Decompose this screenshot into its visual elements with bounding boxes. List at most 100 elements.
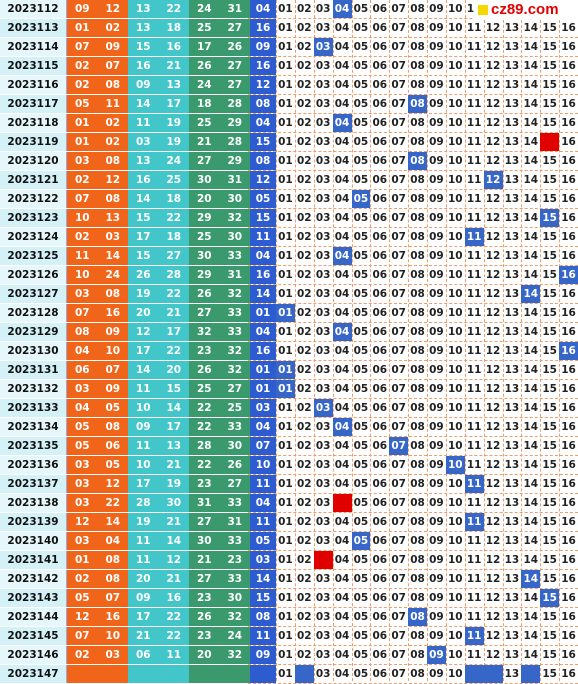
trend-cell: 16 [561, 193, 576, 205]
trend-cell: 01 [278, 3, 293, 15]
period-cell: 2023135 [0, 437, 67, 455]
table-row: 2023123 10 13 15 22 29 32 15 01 02 03 04 05 06 07 08 09 1… [0, 209, 578, 228]
trend-cell: 02 [297, 611, 312, 623]
trend-cell: 09 [429, 117, 444, 129]
trend-cell: 11 [464, 475, 484, 493]
table-row: 2023113 01 02 13 18 25 27 16 01 02 03 04 05 06 07 08 09 1… [0, 19, 578, 38]
trend-cell: 14 [523, 22, 539, 34]
blue-ball-cell: 09 [250, 38, 276, 56]
trend-cell: 14 [523, 497, 539, 509]
red-ball-cell: 28 [158, 266, 189, 284]
trend-cell: 05 [353, 79, 369, 91]
trend-cell: 11 [466, 60, 482, 72]
trend-cell: 15 [542, 269, 557, 281]
trend-cell: 08 [410, 41, 425, 53]
trend-cell: 16 [561, 79, 576, 91]
red-ball-cell: 30 [219, 190, 250, 208]
red-ball-cell: 21 [158, 57, 189, 75]
grid-line-h [248, 607, 578, 608]
red-ball-cell: 12 [97, 0, 128, 18]
red-ball-cell: 03 [67, 532, 98, 550]
trend-cell: 06 [372, 155, 388, 167]
trend-cell: 10 [448, 516, 463, 528]
red-ball-cell: 30 [219, 437, 250, 455]
grid-line-h [248, 189, 578, 190]
trend-cell: 09 [429, 478, 444, 490]
trend-cell: 03 [315, 630, 331, 642]
table-row: 2023140 03 04 11 14 30 33 05 01 02 03 04 05 06 07 08 09 1… [0, 532, 578, 551]
red-ball-cell: 33 [219, 304, 250, 322]
trend-cell: 01 [278, 155, 293, 167]
table-row: 2023144 12 16 17 22 26 32 08 01 02 03 04 05 06 07 08 09 1… [0, 608, 578, 627]
trend-cell: 12 [485, 402, 501, 414]
trend-cell: 09 [429, 364, 444, 376]
trend-cell: 13 [504, 459, 520, 471]
red-ball-cell: 02 [67, 57, 98, 75]
table-row: 2023122 07 08 14 18 20 30 05 01 02 03 04 05 06 07 08 09 1… [0, 190, 578, 209]
red-ball-cell: 09 [97, 380, 128, 398]
trend-cell: 05 [353, 326, 369, 338]
trend-cell: 02 [297, 535, 312, 547]
trend-cell: 08 [410, 326, 425, 338]
trend-cell: 15 [542, 250, 557, 262]
trend-cell: 05 [353, 649, 369, 661]
blue-ball-cell: 11 [250, 475, 276, 493]
trend-cell: 05 [353, 345, 369, 357]
grid-line-h [248, 493, 578, 494]
trend-cell: 11 [466, 649, 482, 661]
blue-ball-cell: 04 [250, 114, 276, 132]
trend-cell: 08 [410, 459, 425, 471]
trend-cell: 08 [410, 174, 425, 186]
trend-cell: 07 [391, 364, 406, 376]
trend-cell: 12 [485, 630, 501, 642]
trend-cell: 15 [542, 98, 557, 110]
blue-ball-cell: 08 [250, 95, 276, 113]
red-ball-cell: 27 [219, 19, 250, 37]
red-ball-cell: 13 [128, 19, 159, 37]
trend-cell: 12 [485, 60, 501, 72]
trend-cell: 16 [559, 266, 578, 284]
trend-cell: 11 [466, 117, 482, 129]
trend-cell: 07 [391, 250, 406, 262]
trend-cell: 13 [504, 269, 520, 281]
trend-cell: 02 [297, 269, 312, 281]
grid-line-h [248, 37, 578, 38]
trend-cell: 13 [504, 41, 520, 53]
trend-cell: 06 [372, 231, 388, 243]
trend-cell: 06 [372, 459, 388, 471]
red-ball-cell: 26 [189, 361, 220, 379]
trend-cell: 03 [313, 38, 333, 56]
trend-cell: 05 [353, 440, 369, 452]
trend-cell: 09 [429, 79, 444, 91]
grid-line-v [502, 0, 504, 681]
trend-cell: 16 [561, 307, 576, 319]
trend-cell: 16 [561, 364, 576, 376]
red-ball-cell: 23 [189, 342, 220, 360]
blue-ball-cell: 15 [250, 209, 276, 227]
trend-cell: 08 [410, 3, 425, 15]
trend-cell: 10 [448, 554, 463, 566]
trend-cell: 12 [485, 22, 501, 34]
trend-cell: 04 [334, 41, 350, 53]
red-ball-cell: 10 [67, 209, 98, 227]
blue-ball-cell: 16 [250, 342, 276, 360]
trend-cell: 04 [334, 649, 350, 661]
trend-cell: 10 [448, 592, 463, 604]
period-cell: 2023146 [0, 646, 67, 664]
trend-cell: 01 [278, 478, 293, 490]
trend-cell: 03 [315, 459, 331, 471]
trend-cell: 15 [542, 60, 557, 72]
blue-ball-cell: 04 [250, 494, 276, 512]
red-ball-cell [128, 665, 159, 683]
trend-cell: 07 [391, 668, 406, 680]
red-ball-cell: 15 [128, 209, 159, 227]
trend-cell: 03 [315, 649, 331, 661]
red-ball-cell: 08 [97, 152, 128, 170]
red-ball-cell: 08 [97, 285, 128, 303]
trend-cell: 04 [334, 98, 350, 110]
trend-cell: 05 [353, 250, 369, 262]
period-cell: 2023134 [0, 418, 67, 436]
trend-cell: 07 [391, 269, 406, 281]
trend-cell: 12 [485, 383, 501, 395]
red-ball-cell: 27 [189, 570, 220, 588]
